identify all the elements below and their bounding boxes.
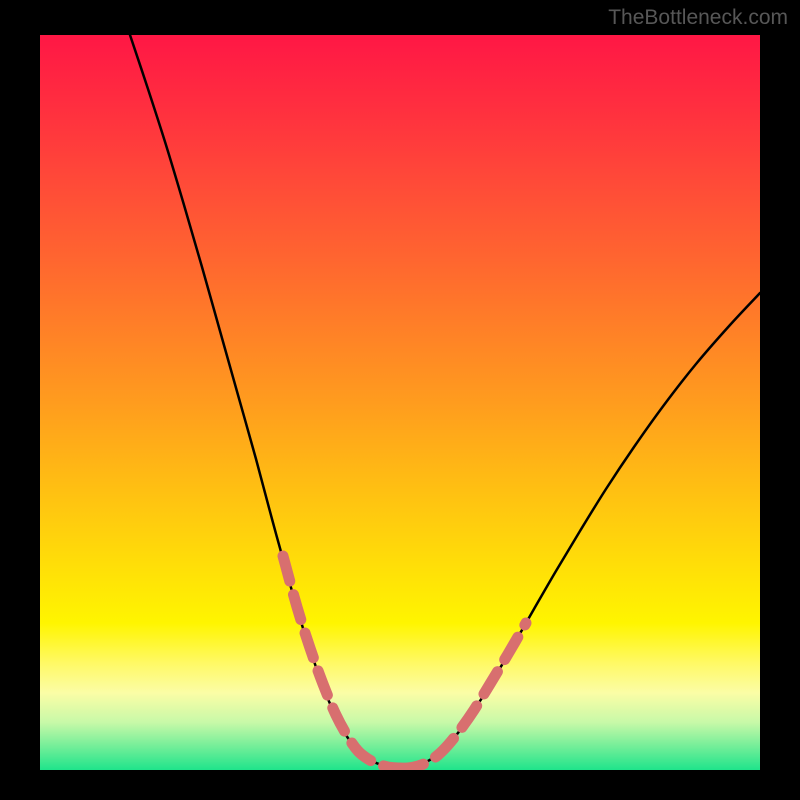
watermark-text: TheBottleneck.com [608, 6, 788, 30]
plot-area [40, 35, 760, 770]
chart-frame: TheBottleneck.com [0, 0, 800, 800]
dashed-segment-left [283, 556, 398, 768]
dashed-segment-right [398, 623, 526, 768]
curve-overlay [40, 35, 760, 770]
main-curve [130, 35, 760, 768]
